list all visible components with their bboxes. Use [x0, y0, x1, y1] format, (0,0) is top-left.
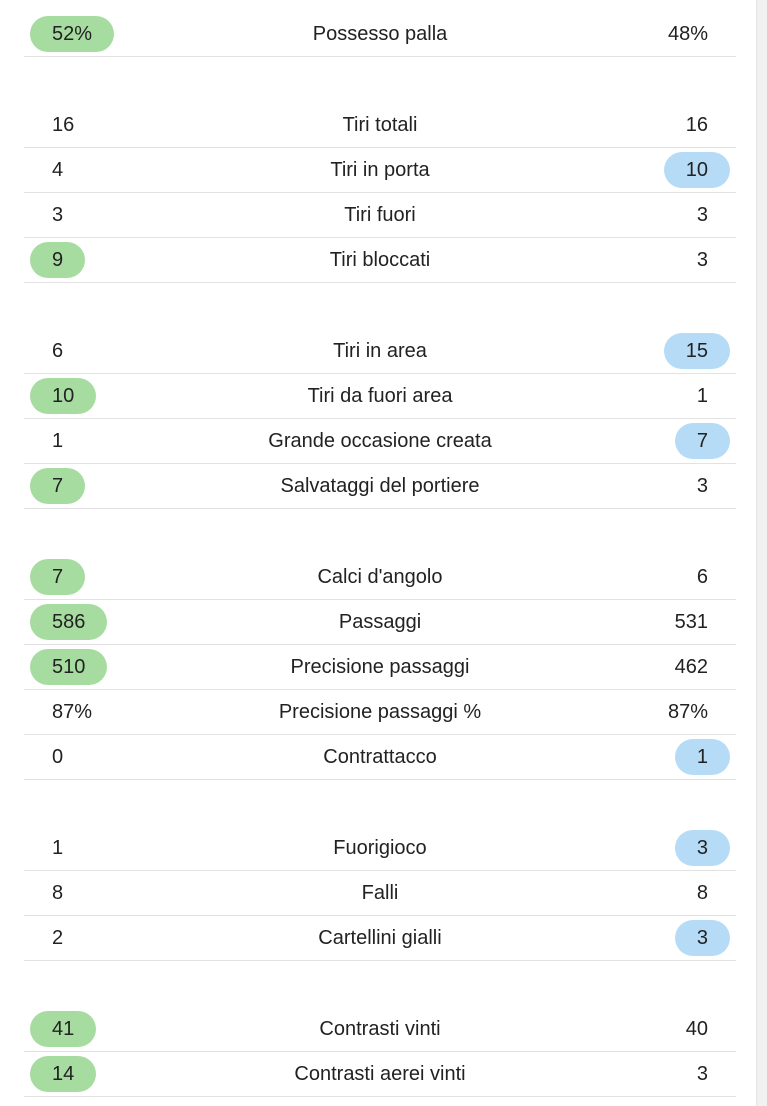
stat-label: Passaggi	[338, 611, 422, 633]
match-stats-table: 52% Possesso palla 48% 16 Tiri totali 16 4 Tiri…	[24, 12, 736, 1097]
group-spacer	[24, 509, 736, 555]
stat-row: 87% Precisione passaggi % 87%	[24, 690, 736, 735]
group-spacer	[24, 283, 736, 329]
stat-label: Cartellini gialli	[318, 927, 442, 949]
stat-label: Contrasti aerei vinti	[294, 1063, 466, 1085]
stat-row: 7 Calci d'angolo 6	[24, 555, 736, 600]
away-value: 3	[696, 475, 708, 497]
away-value: 16	[685, 114, 708, 136]
stat-row: 7 Salvataggi del portiere 3	[24, 464, 736, 509]
stat-row: 2 Cartellini gialli 3	[24, 916, 736, 961]
away-value: 15	[663, 333, 730, 369]
away-value: 3	[674, 830, 730, 866]
home-value: 9	[30, 242, 86, 278]
home-value: 41	[30, 1011, 97, 1047]
stat-row: 10 Tiri da fuori area 1	[24, 374, 736, 419]
away-value: 3	[696, 249, 708, 271]
home-value: 510	[30, 649, 108, 685]
away-value: 40	[685, 1018, 708, 1040]
stat-row: 4 Tiri in porta 10	[24, 148, 736, 193]
stat-label: Tiri in area	[333, 340, 427, 362]
home-value: 10	[30, 378, 97, 414]
away-value: 3	[696, 1063, 708, 1085]
stat-row: 586 Passaggi 531	[24, 600, 736, 645]
home-value: 6	[52, 340, 64, 362]
group-spacer	[24, 780, 736, 826]
stat-row: 14 Contrasti aerei vinti 3	[24, 1052, 736, 1097]
away-value: 462	[674, 656, 708, 678]
home-value: 4	[52, 159, 64, 181]
home-value: 8	[52, 882, 64, 904]
group-spacer	[24, 57, 736, 103]
stat-row: 6 Tiri in area 15	[24, 329, 736, 374]
away-value: 531	[674, 611, 708, 633]
away-value: 7	[674, 423, 730, 459]
stat-label: Tiri totali	[342, 114, 418, 136]
away-value: 3	[674, 920, 730, 956]
home-value: 14	[30, 1056, 97, 1092]
home-value: 7	[30, 468, 86, 504]
stat-label: Contrasti vinti	[319, 1018, 441, 1040]
stat-row: 0 Contrattacco 1	[24, 735, 736, 780]
stat-label: Precisione passaggi %	[278, 701, 482, 723]
stat-label: Tiri da fuori area	[307, 385, 453, 407]
home-value: 1	[52, 430, 64, 452]
home-value: 16	[52, 114, 75, 136]
stat-row: 41 Contrasti vinti 40	[24, 1007, 736, 1052]
stat-label: Tiri bloccati	[329, 249, 431, 271]
away-value: 48%	[667, 23, 708, 45]
stat-label: Fuorigioco	[333, 837, 427, 859]
stat-label: Tiri in porta	[330, 159, 430, 181]
home-value: 52%	[30, 16, 115, 52]
stat-label: Falli	[361, 882, 399, 904]
home-value: 1	[52, 837, 64, 859]
stat-label: Possesso palla	[312, 23, 448, 45]
home-value: 87%	[52, 701, 93, 723]
stat-row: 1 Fuorigioco 3	[24, 826, 736, 871]
stat-label: Grande occasione creata	[268, 430, 492, 452]
home-value: 3	[52, 204, 64, 226]
stat-row: 8 Falli 8	[24, 871, 736, 916]
home-value: 586	[30, 604, 108, 640]
away-value: 87%	[667, 701, 708, 723]
stat-label: Salvataggi del portiere	[280, 475, 480, 497]
scrollbar[interactable]	[756, 0, 767, 1106]
stat-row: 9 Tiri bloccati 3	[24, 238, 736, 283]
home-value: 0	[52, 746, 64, 768]
away-value: 6	[696, 566, 708, 588]
away-value: 1	[674, 739, 730, 775]
stat-row: 52% Possesso palla 48%	[24, 12, 736, 57]
away-value: 3	[696, 204, 708, 226]
stat-row: 1 Grande occasione creata 7	[24, 419, 736, 464]
home-value: 7	[30, 559, 86, 595]
stat-label: Tiri fuori	[344, 204, 416, 226]
away-value: 1	[696, 385, 708, 407]
stat-label: Contrattacco	[323, 746, 437, 768]
stat-row: 510 Precisione passaggi 462	[24, 645, 736, 690]
stat-row: 16 Tiri totali 16	[24, 103, 736, 148]
away-value: 8	[696, 882, 708, 904]
home-value: 2	[52, 927, 64, 949]
stat-label: Precisione passaggi	[290, 656, 470, 678]
away-value: 10	[663, 152, 730, 188]
group-spacer	[24, 961, 736, 1007]
stat-row: 3 Tiri fuori 3	[24, 193, 736, 238]
stat-label: Calci d'angolo	[317, 566, 443, 588]
